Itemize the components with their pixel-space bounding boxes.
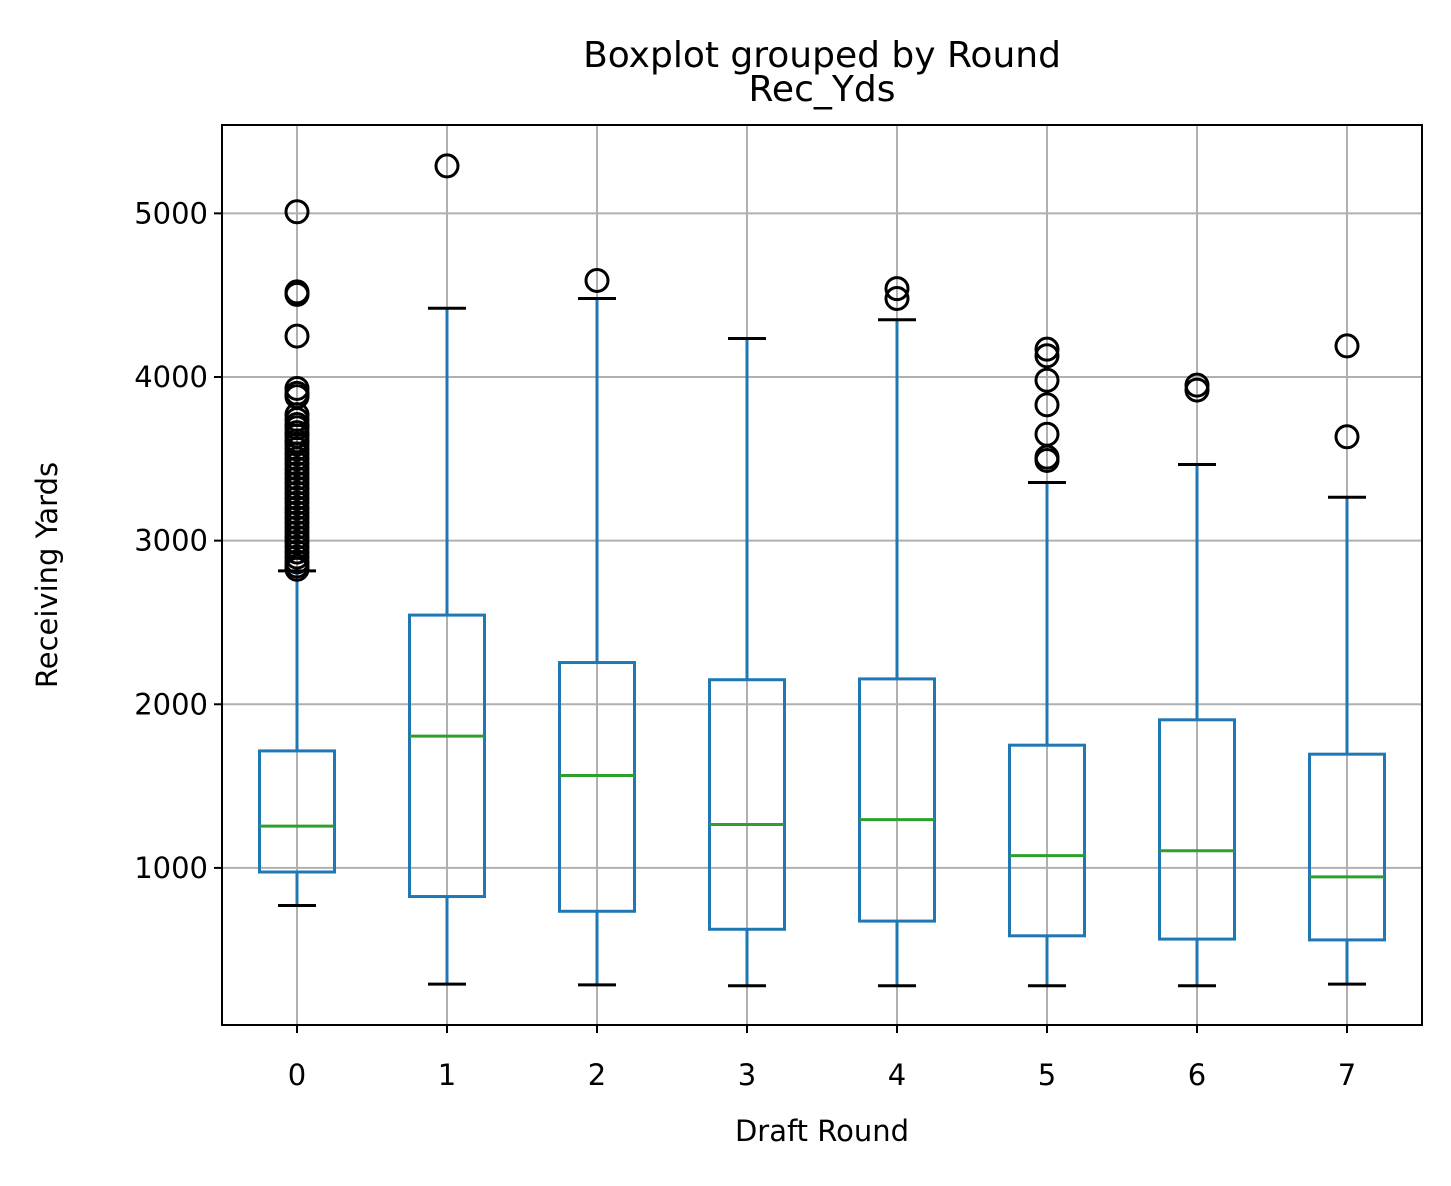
outlier-point — [284, 199, 310, 225]
outlier-point — [434, 153, 460, 179]
iqr-box — [258, 749, 336, 874]
x-tick-label: 2 — [588, 1058, 606, 1092]
chart-title: Rec_Yds — [749, 69, 896, 110]
x-tick-label: 7 — [1338, 1058, 1356, 1092]
x-tick-label: 1 — [438, 1058, 456, 1092]
y-tick-label: 4000 — [134, 360, 208, 394]
y-axis-label: Receiving Yards — [30, 462, 64, 688]
x-tick-label: 0 — [288, 1058, 306, 1092]
plot-frame — [221, 124, 1423, 1026]
outlier-point — [284, 281, 310, 307]
iqr-box — [1008, 743, 1086, 938]
outlier-point — [284, 323, 310, 349]
outlier-point — [1034, 392, 1060, 418]
chart-suptitle: Boxplot grouped by Round — [583, 35, 1061, 76]
y-tick-label: 2000 — [134, 687, 208, 721]
box-layer — [258, 153, 1386, 988]
outlier-point — [1034, 343, 1060, 369]
iqr-box — [708, 678, 786, 931]
box-group-4 — [858, 276, 936, 988]
box-group-5 — [1008, 336, 1086, 988]
y-tick-label: 1000 — [134, 851, 208, 885]
outlier-point — [884, 285, 910, 311]
box-group-7 — [1308, 333, 1386, 986]
outlier-point — [1034, 447, 1060, 473]
iqr-box — [408, 613, 486, 899]
x-tick-label: 4 — [888, 1058, 906, 1092]
outlier-point — [1334, 424, 1360, 450]
x-tick-label: 5 — [1038, 1058, 1056, 1092]
y-tick-label: 5000 — [134, 196, 208, 230]
iqr-box — [558, 661, 636, 913]
tick-layer: 1000 2000 3000 4000 5000 0 1 2 3 4 5 6 7 — [134, 196, 1356, 1092]
outlier-point — [1034, 367, 1060, 393]
iqr-box — [1308, 752, 1386, 942]
outlier-point — [584, 267, 610, 293]
outlier-point — [884, 276, 910, 302]
y-tick-label: 3000 — [134, 524, 208, 558]
box-group-2 — [558, 267, 636, 987]
box-group-0 — [258, 199, 336, 908]
box-group-3 — [708, 337, 786, 988]
grid-layer — [222, 125, 1422, 1025]
box-group-6 — [1158, 372, 1236, 988]
box-group-1 — [408, 153, 486, 986]
outlier-point — [1184, 377, 1210, 403]
outlier-point — [284, 556, 310, 582]
x-axis-label: Draft Round — [735, 1114, 909, 1148]
iqr-box — [858, 677, 936, 923]
x-tick-label: 3 — [738, 1058, 756, 1092]
iqr-box — [1158, 718, 1236, 941]
outlier-point — [1034, 336, 1060, 362]
x-tick-label: 6 — [1188, 1058, 1206, 1092]
outlier-point — [1334, 333, 1360, 359]
